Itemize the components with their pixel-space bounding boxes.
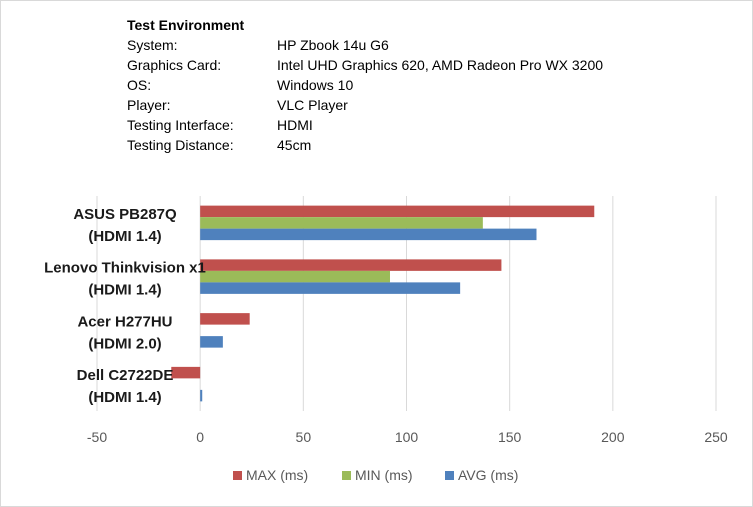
environment-label: Testing Interface: [127, 117, 234, 133]
x-tick-label: 250 [704, 429, 728, 445]
category-label: ASUS PB287Q (HDMI 1.4) [73, 206, 177, 245]
bar-min [200, 270, 390, 283]
environment-row-os: OS: Windows 10 [127, 75, 353, 95]
environment-label: Graphics Card: [127, 57, 222, 73]
bar-min [200, 217, 483, 229]
legend-label: MIN (ms) [355, 467, 413, 483]
environment-value: Windows 10 [277, 77, 354, 93]
category-label: Acer H277HU (HDMI 2.0) [77, 313, 172, 352]
bar-avg [200, 228, 537, 241]
environment-row-player: Player: VLC Player [127, 95, 348, 115]
category-label-line: (HDMI 2.0) [88, 335, 161, 352]
category-label-line: Dell C2722DE [77, 367, 174, 384]
x-tick-label: 50 [296, 429, 312, 445]
category-label-line: Acer H277HU [77, 313, 172, 330]
environment-value: 45cm [277, 137, 312, 153]
environment-label: OS: [127, 77, 152, 93]
environment-value: HDMI [277, 117, 313, 133]
category-label-line: (HDMI 1.4) [88, 282, 161, 299]
x-tick-label: 100 [395, 429, 419, 445]
environment-title: Test Environment [127, 17, 245, 33]
environment-row-system: System: HP Zbook 14u G6 [127, 35, 389, 55]
bar-max [200, 259, 502, 271]
category-label: Lenovo Thinkvision x1 (HDMI 1.4) [44, 260, 206, 299]
bar-max [200, 313, 250, 325]
category-label-line: (HDMI 1.4) [88, 228, 161, 245]
environment-label: Testing Distance: [127, 137, 234, 153]
bar-max [200, 205, 595, 218]
legend-swatch [342, 471, 351, 480]
environment-row-testing-distance: Testing Distance: 45cm [127, 135, 311, 155]
environment-value: Intel UHD Graphics 620, AMD Radeon Pro W… [277, 57, 604, 73]
test-environment-panel: Test Environment System: HP Zbook 14u G6… [127, 15, 603, 155]
bar-avg [200, 389, 203, 402]
bar-avg [200, 282, 461, 294]
category-label-line: Lenovo Thinkvision x1 [44, 260, 206, 277]
legend-swatch [233, 471, 242, 480]
category-label: Dell C2722DE (HDMI 1.4) [77, 367, 174, 406]
legend-swatch [445, 471, 454, 480]
legend-label: AVG (ms) [458, 467, 518, 483]
x-tick-label: 150 [498, 429, 522, 445]
category-label-line: ASUS PB287Q [73, 206, 177, 223]
environment-label: Player: [127, 97, 171, 113]
environment-value: HP Zbook 14u G6 [277, 37, 389, 53]
x-tick-label: 200 [601, 429, 625, 445]
environment-row-graphics-card: Graphics Card: Intel UHD Graphics 620, A… [127, 55, 603, 75]
legend-label: MAX (ms) [246, 467, 308, 483]
x-tick-label: 0 [196, 429, 204, 445]
environment-value: VLC Player [277, 97, 348, 113]
category-label-line: (HDMI 1.4) [88, 389, 161, 406]
x-tick-label: -50 [87, 429, 107, 445]
environment-row-testing-interface: Testing Interface: HDMI [127, 115, 313, 135]
bar-max [171, 366, 201, 379]
environment-label: System: [127, 37, 178, 53]
bar-avg [200, 336, 223, 348]
